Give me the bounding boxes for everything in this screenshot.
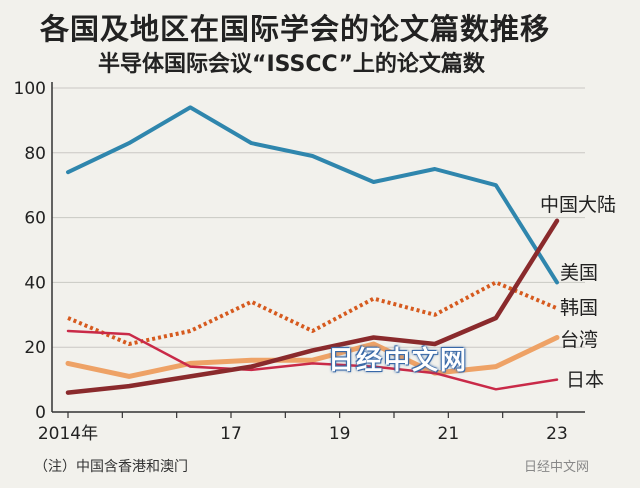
x-tick-label: 21 — [438, 424, 460, 444]
series-line-日本 — [66, 329, 559, 391]
x-tick-label: 2014年 — [38, 424, 98, 444]
corner-watermark: 日经中文网 — [524, 460, 590, 475]
series-label: 中国大陆 — [540, 194, 616, 216]
series-label: 台湾 — [560, 329, 598, 351]
series-line-中国大陆 — [65, 218, 560, 395]
series-label: 韩国 — [560, 297, 598, 319]
y-tick-label: 20 — [24, 338, 46, 358]
y-tick-label: 60 — [24, 209, 46, 229]
chart-title: 各国及地区在国际学会的论文篇数推移 — [40, 12, 551, 46]
series-line-台湾 — [65, 335, 560, 379]
chart-note: （注）中国含香港和澳门 — [34, 459, 188, 475]
series-group — [65, 105, 560, 395]
x-tick-label: 17 — [220, 424, 242, 444]
x-tick-label: 19 — [329, 424, 351, 444]
y-tick-label: 100 — [14, 79, 46, 99]
series-label: 美国 — [560, 262, 598, 284]
series-label: 日本 — [566, 369, 604, 391]
series-line-美国 — [66, 105, 559, 285]
chart-subtitle: 半导体国际会议“ISSCC”上的论文篇数 — [98, 52, 485, 77]
grid — [52, 87, 585, 348]
series-line-韩国 — [67, 280, 558, 346]
y-tick-label: 40 — [24, 273, 46, 293]
y-tick-label: 0 — [35, 403, 46, 423]
y-tick-label: 80 — [24, 144, 46, 164]
x-tick-label: 23 — [546, 424, 568, 444]
watermark-text: 日经中文网 — [328, 346, 469, 376]
axes: 0 20 40 60 80 100 2014年 17 19 21 23 — [14, 79, 585, 444]
